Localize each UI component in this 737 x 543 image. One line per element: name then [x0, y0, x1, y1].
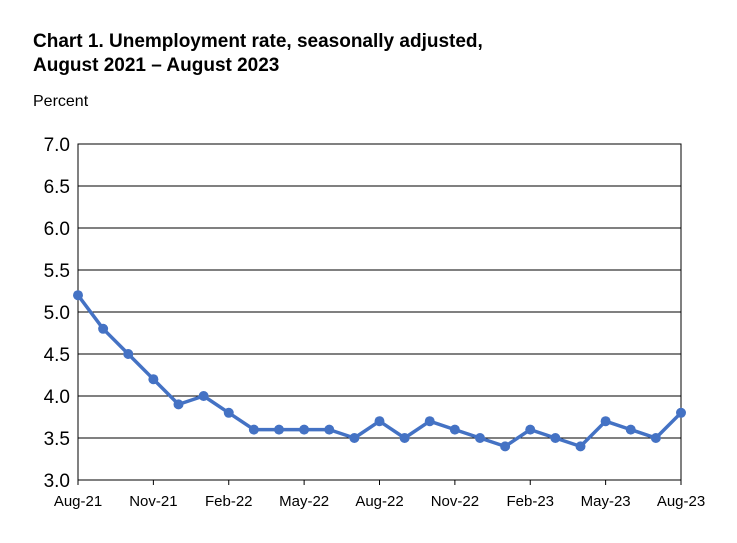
y-tick-label: 3.0 [44, 471, 70, 492]
data-point [500, 441, 511, 452]
data-point [575, 441, 586, 452]
data-point [475, 433, 485, 443]
data-point [424, 416, 435, 427]
y-tick-label: 3.5 [44, 429, 70, 450]
data-point [274, 424, 284, 435]
data-point [399, 433, 410, 443]
chart-title-line-1: Chart 1. Unemployment rate, seasonally a… [33, 31, 483, 52]
data-point [123, 349, 134, 359]
x-tick-label: Feb-22 [205, 493, 253, 510]
chart-title-line-2: August 2021 – August 2023 [33, 55, 280, 76]
x-tick-label: Aug-23 [657, 493, 705, 510]
data-point [625, 424, 636, 435]
data-point [98, 323, 109, 334]
data-point [676, 407, 686, 418]
x-tick-label: May-22 [279, 493, 329, 510]
data-point [198, 391, 209, 401]
x-tick-label: May-23 [581, 493, 631, 510]
data-point [449, 424, 460, 435]
x-tick-label: Nov-22 [431, 493, 479, 510]
data-point [148, 374, 159, 385]
data-point [73, 290, 83, 301]
data-point [324, 424, 335, 435]
data-point [600, 416, 611, 427]
x-tick-label: Feb-23 [506, 493, 554, 510]
y-tick-label: 6.0 [44, 219, 70, 240]
x-tick-label: Nov-21 [129, 493, 177, 510]
data-point [173, 399, 184, 410]
y-tick-label: 4.0 [44, 387, 70, 408]
data-point [650, 433, 661, 443]
y-tick-label: 7.0 [44, 135, 70, 156]
data-point [525, 424, 536, 435]
x-tick-label: Aug-22 [355, 493, 403, 510]
data-point [550, 433, 561, 443]
data-point [374, 416, 385, 427]
y-tick-label: 4.5 [44, 345, 70, 366]
x-tick-label: Aug-21 [54, 493, 102, 510]
y-axis-unit-label: Percent [33, 93, 89, 110]
chart-title: Chart 1. Unemployment rate, seasonally a… [33, 30, 483, 78]
data-point [349, 433, 360, 443]
y-tick-label: 6.5 [44, 177, 70, 198]
y-tick-label: 5.0 [44, 303, 70, 324]
data-point [299, 424, 310, 435]
data-point [248, 424, 259, 435]
y-tick-label: 5.5 [44, 261, 70, 282]
data-point [223, 407, 234, 418]
